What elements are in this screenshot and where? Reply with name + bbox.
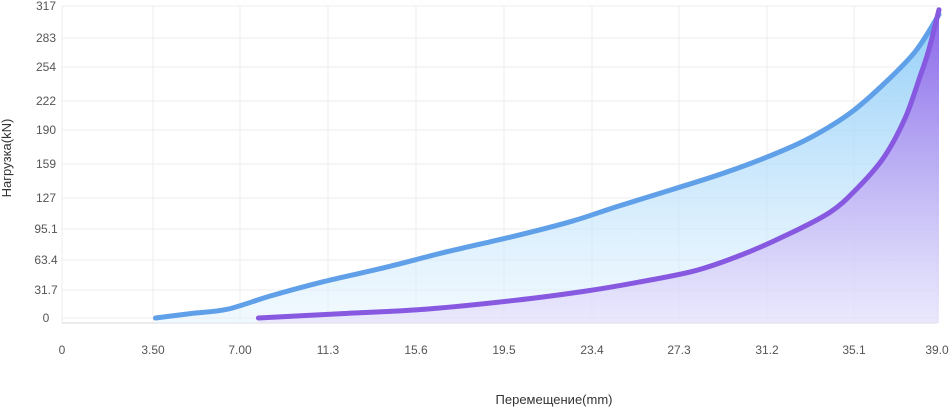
- x-tick-label: 31.2: [755, 343, 779, 357]
- area-fills: [155, 9, 939, 324]
- y-tick-label: 159: [36, 157, 56, 171]
- x-tick-label: 11.3: [317, 343, 340, 357]
- y-tick-label: 283: [36, 31, 56, 45]
- x-tick-label: 3.50: [141, 343, 165, 357]
- x-tick-label: 0: [59, 343, 66, 357]
- x-tick-label: 39.0: [925, 343, 949, 357]
- x-tick-label: 35.1: [842, 343, 866, 357]
- x-tick-label: 27.3: [667, 343, 691, 357]
- y-tick-label: 222: [36, 94, 56, 108]
- y-tick-label: 95.1: [34, 222, 58, 236]
- series-lines: [153, 7, 942, 321]
- x-tick-label: 7.00: [228, 343, 252, 357]
- series-1-line: [255, 7, 942, 321]
- y-tick-label: 254: [36, 60, 56, 74]
- x-axis-title: Перемещение(mm): [496, 392, 613, 407]
- y-tick-label: 63.4: [34, 253, 58, 267]
- y-tick-label: 0: [43, 311, 50, 325]
- series-0-line: [153, 12, 942, 321]
- x-axis-ticks: 0 3.50 7.00 11.3 15.6 19.5 23.4 27.3 31.2 35.1 39.…: [59, 343, 949, 357]
- x-tick-label: 19.5: [492, 343, 516, 357]
- y-tick-label: 31.7: [34, 283, 58, 297]
- y-axis-ticks: 0 31.7 63.4 95.1 127 159 190 222 254 283 317: [34, 0, 58, 325]
- y-tick-label: 190: [36, 123, 56, 137]
- y-axis-title: Нагрузка(kN): [0, 119, 14, 198]
- y-tick-label: 127: [36, 191, 56, 205]
- y-tick-label: 317: [36, 0, 56, 13]
- x-tick-label: 15.6: [404, 343, 428, 357]
- x-tick-label: 23.4: [580, 343, 604, 357]
- series-0-area: [155, 14, 939, 323]
